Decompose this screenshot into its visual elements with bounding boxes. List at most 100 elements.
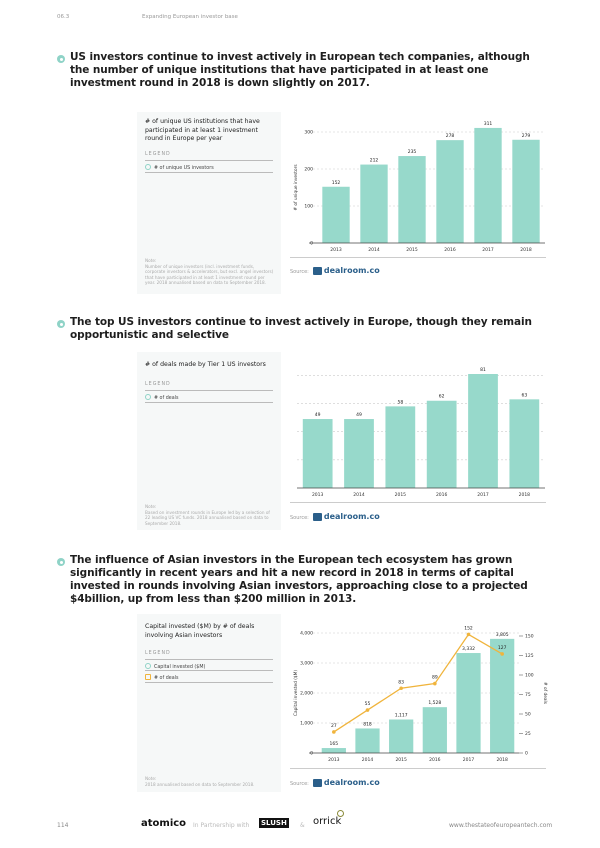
deals-value-label: 55 — [365, 701, 371, 707]
x-tick-label: 2014 — [368, 247, 380, 253]
bar-value-label: 311 — [484, 121, 493, 127]
y-axis-label: # of unique investors — [293, 164, 299, 211]
section-title: Expanding European investor base — [142, 14, 238, 20]
x-tick-label: 2017 — [463, 757, 475, 763]
page-number: 114 — [57, 822, 69, 829]
square-icon — [145, 674, 151, 680]
x-tick-label: 2014 — [362, 757, 374, 763]
source: Source: dealroom.co — [290, 512, 380, 521]
y2-tick-label: 25 — [525, 731, 531, 737]
y-tick-label: 4,000 — [300, 631, 313, 637]
x-tick-label: 2015 — [395, 757, 407, 763]
x-tick-label: 2018 — [519, 492, 531, 498]
legend-item: # of deals — [145, 670, 273, 683]
atomico-logo: atomico — [141, 818, 187, 829]
legend-item: Capital invested ($M) — [145, 659, 273, 671]
bar-value-label: 1,528 — [428, 700, 441, 706]
dealroom-logo-icon — [312, 779, 322, 787]
x-tick-label: 2018 — [520, 247, 532, 253]
orrick-logo: orrick — [313, 816, 342, 827]
y2-tick-label: 50 — [525, 712, 531, 718]
x-tick-label: 2017 — [477, 492, 489, 498]
x-tick-label: 2016 — [436, 492, 448, 498]
bar — [490, 638, 515, 753]
bar-value-label: 63 — [521, 392, 527, 398]
chart-title: # of unique US institutions that have pa… — [145, 118, 260, 142]
bar-value-label: 1,117 — [395, 712, 408, 718]
bar — [385, 406, 416, 488]
y-tick-label: 0 — [310, 241, 313, 247]
x-tick-label: 2013 — [330, 247, 342, 253]
orrick-circle-icon — [337, 810, 344, 817]
chart-tier1-deals: 49 2013 49 2014 58 2015 62 2016 81 2017 63 2018 — [297, 367, 545, 498]
y2-axis-label: # of deals — [542, 682, 548, 705]
bullet-icon — [57, 55, 65, 63]
dealroom-logo-icon — [312, 267, 322, 275]
bar-value-label: 279 — [522, 133, 531, 139]
y2-tick-label: 125 — [525, 653, 534, 659]
x-tick-label: 2013 — [312, 492, 324, 498]
bullet-icon — [57, 558, 65, 566]
y2-tick-label: 0 — [525, 751, 528, 757]
dealroom-logo-icon — [312, 513, 322, 521]
bar-value-label: 58 — [397, 399, 403, 405]
legend-item: # of unique US investors — [145, 160, 273, 173]
bar — [344, 419, 374, 488]
note: Note: 2018 annualised based on data to Se… — [145, 776, 255, 787]
bar — [322, 186, 350, 243]
slush-logo: SLUSH — [259, 818, 289, 828]
partnership-text: In Partnership with — [193, 822, 250, 829]
bar — [355, 728, 380, 753]
website-link[interactable]: www.thestateofeuropeantech.com — [449, 822, 553, 829]
bar — [422, 707, 447, 753]
bullet-icon — [57, 320, 65, 328]
bar — [456, 653, 481, 753]
bar-value-label: 152 — [332, 180, 341, 186]
chart-panel-1: # of unique US institutions that have pa… — [137, 112, 281, 294]
deals-point — [365, 708, 370, 712]
y2-tick-label: 75 — [525, 692, 531, 698]
bar — [426, 400, 457, 488]
x-tick-label: 2017 — [482, 247, 494, 253]
legend-heading: LEGEND — [145, 152, 171, 157]
circle-icon — [145, 394, 151, 400]
bar-value-label: 3,805 — [496, 632, 509, 638]
x-tick-label: 2013 — [328, 757, 340, 763]
y-tick-label: 200 — [304, 167, 313, 173]
note: Note: Number of unique investors (incl. i… — [145, 258, 274, 286]
source: Source: dealroom.co — [290, 266, 380, 275]
y-tick-label: 0 — [310, 751, 313, 757]
deals-value-label: 83 — [398, 679, 404, 685]
bar — [468, 374, 498, 488]
chart-panel-3: Capital invested ($M) by # of deals invo… — [137, 614, 281, 792]
headline-2: The top US investors continue to invest … — [70, 316, 532, 341]
chart-title: Capital invested ($M) by # of deals invo… — [145, 623, 255, 639]
bar-value-label: 235 — [408, 149, 417, 155]
chart-title: # of deals made by Tier 1 US investors — [145, 361, 266, 368]
divider — [290, 257, 546, 258]
bar — [398, 156, 426, 243]
y-tick-label: 3,000 — [300, 661, 313, 667]
deals-value-label: 89 — [432, 675, 438, 681]
x-tick-label: 2016 — [444, 247, 456, 253]
deals-point — [399, 686, 403, 691]
deals-value-label: 27 — [331, 723, 337, 729]
deals-point — [433, 681, 437, 686]
bar-value-label: 3,332 — [462, 646, 475, 652]
chart-panel-2: # of deals made by Tier 1 US investors L… — [137, 352, 281, 530]
y-axis-label: Capital invested ($M) — [293, 670, 299, 716]
bar — [360, 164, 388, 243]
circle-icon — [145, 164, 151, 170]
section-number: 06.3 — [57, 14, 70, 20]
headline-1: US investors continue to invest actively… — [70, 51, 530, 89]
headline-3: The influence of Asian investors in the … — [70, 554, 528, 605]
deals-point — [500, 652, 504, 656]
bar — [512, 139, 540, 243]
ampersand: & — [300, 822, 305, 829]
bar — [436, 140, 464, 243]
legend-item: # of deals — [145, 390, 273, 403]
source: Source: dealroom.co — [290, 778, 380, 787]
bar — [509, 399, 540, 488]
y2-tick-label: 100 — [525, 673, 534, 679]
legend-heading: LEGEND — [145, 651, 171, 656]
